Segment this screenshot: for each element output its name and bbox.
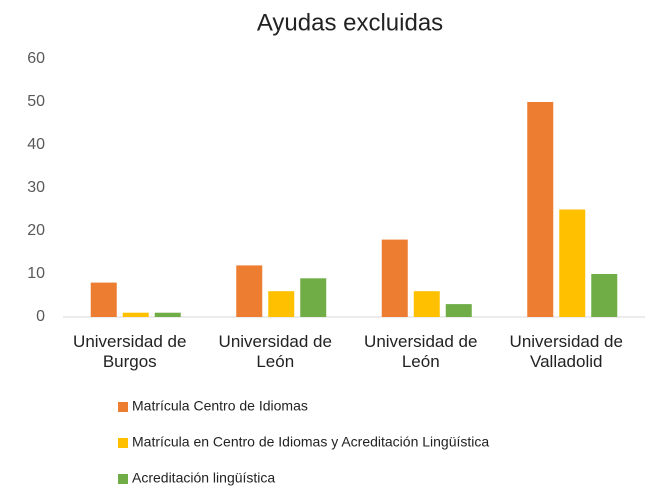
bar (90, 282, 117, 317)
y-tick-label: 30 (27, 179, 45, 196)
bar (445, 304, 472, 317)
y-tick-label: 50 (27, 93, 45, 110)
x-tick-label: Universidad de León (364, 332, 478, 371)
bar (122, 312, 149, 317)
bar (591, 274, 618, 317)
legend-swatch (118, 474, 128, 484)
bar (559, 209, 586, 317)
y-tick-label: 40 (27, 136, 45, 153)
bar (154, 312, 181, 317)
bar (381, 239, 408, 317)
legend-swatch (118, 438, 128, 448)
legend-label: Matrícula en Centro de Idiomas y Acredit… (132, 434, 489, 450)
y-tick-label: 60 (27, 50, 45, 67)
bar (300, 278, 327, 317)
x-tick-label: Universidad de León (218, 332, 332, 371)
bar (236, 265, 263, 317)
y-tick-label: 20 (27, 222, 45, 239)
legend-label: Matrícula Centro de Idiomas (132, 398, 308, 414)
chart-title: Ayudas excluidas (257, 9, 443, 36)
bar (413, 291, 440, 317)
bar (268, 291, 295, 317)
y-tick-label: 10 (27, 265, 45, 282)
x-tick-label: Universidad de Valladolid (509, 332, 623, 371)
legend-swatch (118, 402, 128, 412)
y-tick-label: 0 (36, 308, 45, 325)
legend-label: Acreditación lingüística (132, 470, 275, 486)
x-tick-label: Universidad de Burgos (73, 332, 187, 371)
bar (527, 102, 554, 317)
